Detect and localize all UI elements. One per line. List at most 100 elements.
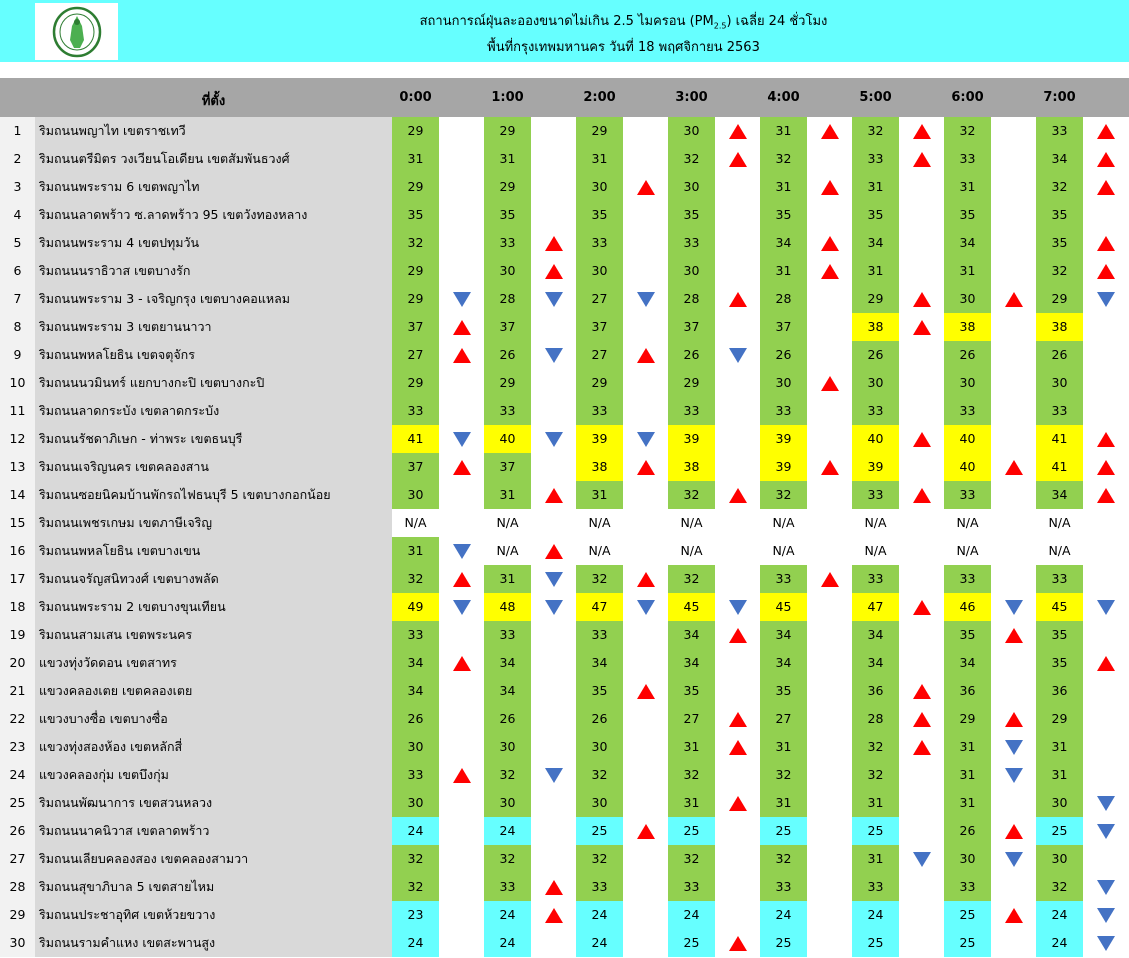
trend-cell bbox=[1083, 649, 1129, 677]
trend-cell bbox=[531, 649, 577, 677]
trend-cell bbox=[715, 705, 761, 733]
pm25-value: 25 bbox=[852, 817, 899, 845]
pm25-value: 32 bbox=[668, 761, 715, 789]
trend-cell bbox=[1083, 285, 1129, 313]
pm25-value: 31 bbox=[1036, 733, 1083, 761]
pm25-value: 31 bbox=[944, 173, 991, 201]
trend-up-icon bbox=[1097, 655, 1115, 671]
pm25-value: 34 bbox=[760, 229, 807, 257]
pm25-value: 33 bbox=[576, 397, 623, 425]
page-subtitle: พื้นที่กรุงเทพมหานคร วันที่ 18 พฤศจิกายน… bbox=[487, 40, 760, 55]
pm25-value: 30 bbox=[944, 369, 991, 397]
trend-cell bbox=[899, 817, 945, 845]
pm25-value: 25 bbox=[576, 817, 623, 845]
pm25-value: 30 bbox=[1036, 789, 1083, 817]
pm25-value: 30 bbox=[668, 257, 715, 285]
trend-cell bbox=[531, 285, 577, 313]
pm25-value: 36 bbox=[852, 677, 899, 705]
trend-cell bbox=[1083, 313, 1129, 341]
trend-cell bbox=[899, 845, 945, 873]
trend-up-icon bbox=[729, 627, 747, 643]
trend-down-icon bbox=[453, 543, 471, 559]
location-name: ริมถนนตรีมิตร วงเวียนโอเดียน เขตสัมพันธว… bbox=[35, 145, 392, 173]
trend-up-icon bbox=[637, 179, 655, 195]
trend-cell bbox=[623, 621, 669, 649]
pm25-value: N/A bbox=[944, 537, 991, 565]
trend-cell bbox=[1083, 845, 1129, 873]
pm25-value: 33 bbox=[576, 621, 623, 649]
pm25-value: 39 bbox=[576, 425, 623, 453]
trend-up-icon bbox=[913, 599, 931, 615]
trend-cell bbox=[439, 397, 485, 425]
trend-cell bbox=[531, 257, 577, 285]
trend-cell bbox=[439, 565, 485, 593]
pm25-value: 25 bbox=[1036, 817, 1083, 845]
trend-cell bbox=[991, 817, 1037, 845]
location-name: ริมถนนลาดกระบัง เขตลาดกระบัง bbox=[35, 397, 392, 425]
trend-cell bbox=[623, 649, 669, 677]
trend-cell bbox=[439, 257, 485, 285]
pm25-value: 35 bbox=[944, 621, 991, 649]
trend-cell bbox=[899, 229, 945, 257]
trend-cell bbox=[715, 341, 761, 369]
trend-cell bbox=[807, 817, 853, 845]
pm25-value: 40 bbox=[944, 425, 991, 453]
pm25-value: 33 bbox=[1036, 117, 1083, 145]
pm25-value: N/A bbox=[944, 509, 991, 537]
pm25-value: 29 bbox=[484, 369, 531, 397]
trend-up-icon bbox=[545, 487, 563, 503]
pm25-value: 33 bbox=[944, 873, 991, 901]
trend-cell bbox=[991, 705, 1037, 733]
trend-cell bbox=[623, 817, 669, 845]
trend-up-icon bbox=[453, 655, 471, 671]
trend-up-icon bbox=[913, 711, 931, 727]
pm25-value: 25 bbox=[944, 929, 991, 957]
trend-cell bbox=[623, 453, 669, 481]
pm25-value: 32 bbox=[668, 845, 715, 873]
trend-cell bbox=[715, 761, 761, 789]
trend-up-icon bbox=[1097, 459, 1115, 475]
pm25-value: 24 bbox=[484, 901, 531, 929]
table-row: 14 ริมถนนซอยนิคมบ้านพักรถไฟธนบุรี 5 เขตบา… bbox=[0, 481, 1129, 509]
trend-cell bbox=[439, 117, 485, 145]
trend-cell bbox=[807, 257, 853, 285]
pm25-value: 35 bbox=[576, 201, 623, 229]
location-name: แขวงทุ่งวัดดอน เขตสาทร bbox=[35, 649, 392, 677]
trend-cell bbox=[991, 789, 1037, 817]
trend-cell bbox=[623, 845, 669, 873]
pm25-value: 29 bbox=[1036, 285, 1083, 313]
trend-cell bbox=[991, 201, 1037, 229]
trend-cell bbox=[1083, 929, 1129, 957]
trend-up-icon bbox=[453, 571, 471, 587]
trend-cell bbox=[991, 761, 1037, 789]
pm25-value: 30 bbox=[576, 789, 623, 817]
pm25-value: 39 bbox=[760, 425, 807, 453]
trend-cell bbox=[1083, 761, 1129, 789]
pm25-value: 32 bbox=[760, 845, 807, 873]
trend-cell bbox=[439, 173, 485, 201]
trend-cell bbox=[439, 705, 485, 733]
trend-cell bbox=[623, 509, 669, 537]
trend-cell bbox=[715, 789, 761, 817]
trend-up-icon bbox=[545, 263, 563, 279]
row-number: 28 bbox=[0, 873, 35, 901]
trend-cell bbox=[991, 257, 1037, 285]
location-name: ริมถนนสามเสน เขตพระนคร bbox=[35, 621, 392, 649]
pm25-value: 30 bbox=[852, 369, 899, 397]
pm25-value: 30 bbox=[392, 481, 439, 509]
trend-cell bbox=[991, 649, 1037, 677]
pm25-value: 24 bbox=[852, 901, 899, 929]
pm25-value: 25 bbox=[760, 929, 807, 957]
pm25-value: 33 bbox=[484, 873, 531, 901]
trend-down-icon bbox=[545, 291, 563, 307]
pm25-value: N/A bbox=[760, 509, 807, 537]
pm25-value: 29 bbox=[576, 117, 623, 145]
trend-down-icon bbox=[453, 599, 471, 615]
pm25-value: 46 bbox=[944, 593, 991, 621]
trend-cell bbox=[623, 397, 669, 425]
pm25-value: 37 bbox=[392, 453, 439, 481]
location-name: ริมถนนนาคนิวาส เขตลาดพร้าว bbox=[35, 817, 392, 845]
trend-cell bbox=[991, 341, 1037, 369]
trend-up-icon bbox=[1097, 235, 1115, 251]
pm25-value: 35 bbox=[1036, 621, 1083, 649]
